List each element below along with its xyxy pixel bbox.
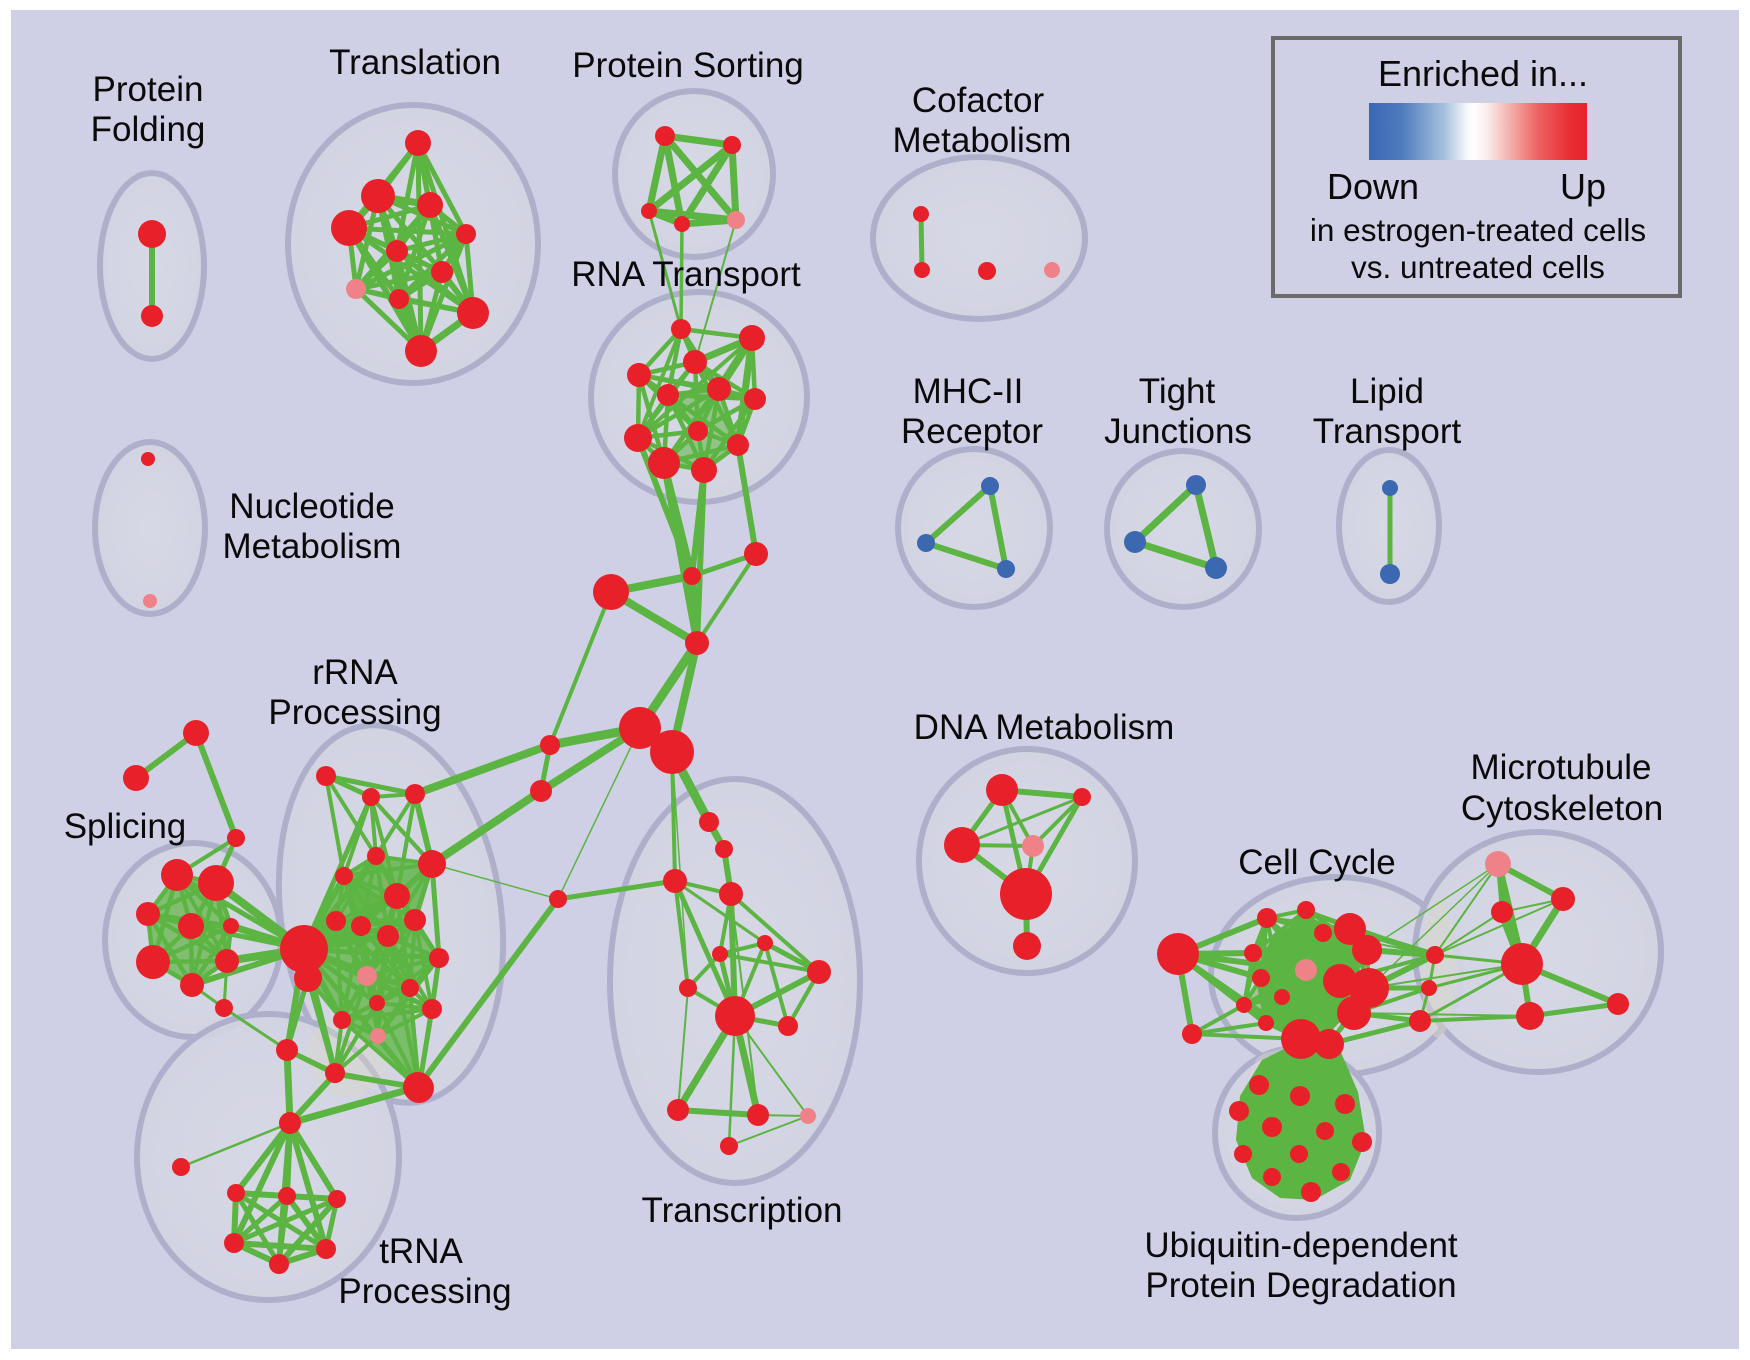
svg-text:Cytoskeleton: Cytoskeleton — [1461, 789, 1663, 828]
svg-text:Down: Down — [1327, 166, 1419, 207]
svg-text:RNA Transport: RNA Transport — [571, 255, 801, 294]
svg-text:Translation: Translation — [329, 43, 501, 82]
svg-text:Transcription: Transcription — [642, 1191, 843, 1230]
svg-text:Cofactor: Cofactor — [912, 81, 1045, 120]
svg-text:Protein: Protein — [93, 70, 204, 109]
svg-text:in estrogen-treated cells: in estrogen-treated cells — [1310, 212, 1646, 248]
svg-text:Junctions: Junctions — [1104, 412, 1252, 451]
svg-text:Processing: Processing — [268, 693, 441, 732]
svg-text:Splicing: Splicing — [64, 807, 187, 846]
svg-text:Ubiquitin-dependent: Ubiquitin-dependent — [1144, 1226, 1458, 1265]
svg-text:Protein Sorting: Protein Sorting — [572, 46, 804, 85]
svg-text:Tight: Tight — [1139, 372, 1216, 411]
svg-text:Cell Cycle: Cell Cycle — [1238, 843, 1396, 882]
svg-text:DNA Metabolism: DNA Metabolism — [914, 708, 1175, 747]
svg-text:Metabolism: Metabolism — [223, 527, 402, 566]
svg-text:Transport: Transport — [1313, 412, 1462, 451]
svg-text:MHC-II: MHC-II — [913, 372, 1024, 411]
svg-text:tRNA: tRNA — [379, 1232, 463, 1271]
svg-text:Up: Up — [1560, 166, 1606, 207]
svg-text:Lipid: Lipid — [1350, 372, 1424, 411]
svg-text:Microtubule: Microtubule — [1471, 748, 1652, 787]
svg-text:vs. untreated cells: vs. untreated cells — [1351, 249, 1605, 285]
svg-text:Protein Degradation: Protein Degradation — [1145, 1266, 1456, 1305]
svg-text:Nucleotide: Nucleotide — [229, 487, 394, 526]
svg-text:Enriched in...: Enriched in... — [1378, 53, 1588, 94]
svg-text:Processing: Processing — [338, 1272, 511, 1311]
svg-text:rRNA: rRNA — [312, 653, 398, 692]
svg-text:Metabolism: Metabolism — [893, 121, 1072, 160]
svg-text:Receptor: Receptor — [901, 412, 1043, 451]
svg-text:Folding: Folding — [91, 110, 206, 149]
